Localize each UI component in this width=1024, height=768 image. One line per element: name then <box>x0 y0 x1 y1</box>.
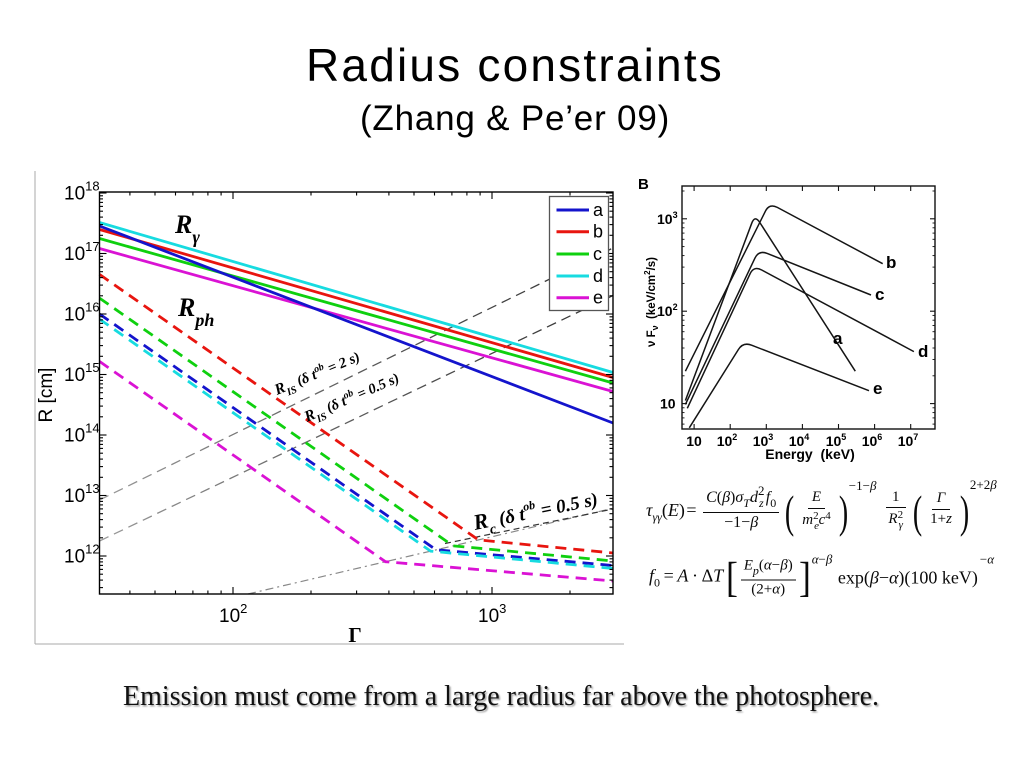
svg-text:Rc (δ tob = 0.5 s): Rc (δ tob = 0.5 s) <box>470 485 601 541</box>
svg-text:107: 107 <box>898 432 919 449</box>
svg-text:103: 103 <box>478 601 506 627</box>
svg-text:1017: 1017 <box>64 239 100 265</box>
svg-text:B: B <box>638 176 649 193</box>
svg-text:1014: 1014 <box>64 421 100 447</box>
svg-text:a: a <box>593 200 604 220</box>
svg-text:102: 102 <box>657 302 678 319</box>
svg-text:1013: 1013 <box>64 481 100 507</box>
svg-text:Rγ: Rγ <box>174 210 200 247</box>
svg-text:10: 10 <box>686 433 702 449</box>
svg-text:104: 104 <box>789 432 810 449</box>
svg-text:106: 106 <box>862 432 883 449</box>
svg-text:102: 102 <box>219 601 247 627</box>
svg-text:103: 103 <box>657 210 678 227</box>
svg-text:102: 102 <box>717 432 738 449</box>
svg-text:b: b <box>593 222 603 242</box>
svg-text:10: 10 <box>660 396 676 412</box>
svg-text:c: c <box>593 244 602 264</box>
svg-text:Rph: Rph <box>177 293 214 330</box>
svg-text:1016: 1016 <box>64 300 100 326</box>
svg-text:d: d <box>918 342 928 361</box>
svg-text:d: d <box>593 266 603 286</box>
svg-text:1018: 1018 <box>64 179 100 205</box>
svg-text:Γ: Γ <box>348 623 361 647</box>
svg-text:103: 103 <box>753 432 774 449</box>
svg-text:1012: 1012 <box>64 542 100 568</box>
svg-text:R [cm]: R [cm] <box>36 368 57 423</box>
svg-text:Energy (keV): Energy (keV) <box>765 446 854 462</box>
svg-text:e: e <box>593 288 603 308</box>
svg-text:b: b <box>886 253 896 272</box>
svg-text:1015: 1015 <box>64 360 100 386</box>
svg-text:a: a <box>833 329 843 348</box>
svg-text:e: e <box>873 379 882 398</box>
svg-text:ν Fν (keV/cm2/s): ν Fν (keV/cm2/s) <box>643 257 660 347</box>
svg-text:c: c <box>875 285 884 304</box>
svg-text:105: 105 <box>826 432 847 449</box>
